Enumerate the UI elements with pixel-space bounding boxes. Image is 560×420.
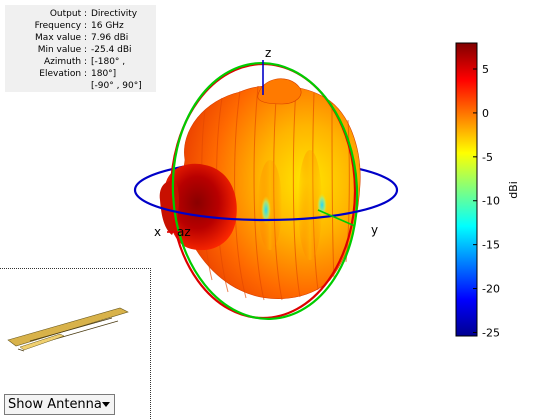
info-value: 7.96 dBi (91, 33, 129, 43)
colorbar-tick-label: -15 (482, 239, 500, 252)
colorbar-gradient (455, 42, 478, 337)
show-antenna-dropdown[interactable]: Show Antenna (4, 394, 115, 415)
info-value: 16 GHz (91, 21, 124, 31)
info-key: Min value : (37, 45, 87, 55)
colorbar-label: dBi (507, 181, 520, 199)
colorbar: 5 0 -5 -10 -15 -20 -25 dBi (455, 42, 520, 339)
colorbar-ticks: 5 0 -5 -10 -15 -20 -25 (473, 63, 500, 339)
coordinate-axes: z y x az (154, 46, 378, 239)
info-row-min: Min value : -25.4 dBi (5, 44, 156, 56)
colorbar-tick-label: -20 (482, 283, 500, 296)
colorbar-tick-label: 0 (482, 107, 489, 120)
y-axis-label: y (371, 223, 378, 237)
info-key: Max value : (35, 33, 87, 43)
info-key: Frequency : (34, 21, 87, 31)
info-value: -25.4 dBi (91, 45, 132, 55)
x-axis-label: x (154, 225, 161, 239)
info-row-frequency: Frequency : 16 GHz (5, 20, 156, 32)
info-key: Azimuth : (44, 57, 87, 67)
info-row-elevation-range: [-90° , 90°] (5, 80, 156, 92)
colorbar-tick-label: -25 (482, 326, 500, 339)
chevron-down-icon (102, 402, 110, 407)
colorbar-tick-label: -10 (482, 195, 500, 208)
z-axis-label: z (265, 46, 271, 60)
show-antenna-value: Show Antenna (8, 397, 102, 412)
colorbar-tick-label: -5 (482, 151, 493, 164)
ring-xy (133, 189, 399, 222)
info-value: Directivity (91, 9, 138, 19)
info-value: 180°] (91, 69, 117, 79)
info-key: Elevation : (39, 69, 87, 79)
info-row-max: Max value : 7.96 dBi (5, 32, 156, 44)
info-key: Output : (49, 9, 87, 19)
info-row-output: Output : Directivity (5, 8, 156, 20)
colorbar-tick-label: 5 (482, 63, 489, 76)
ring-yz (171, 61, 359, 321)
info-row-elevation: Elevation : 180°] (5, 68, 156, 80)
info-row-azimuth: Azimuth : [-180° , (5, 56, 156, 68)
antenna-thumbnail (7, 307, 129, 352)
info-panel: Output : Directivity Frequency : 16 GHz … (5, 5, 156, 92)
radiation-pattern-surface (159, 78, 361, 301)
info-value: [-180° , (91, 57, 126, 67)
az-label: az (177, 225, 191, 239)
info-value: [-90° , 90°] (91, 81, 142, 91)
antenna-view-panel (0, 268, 151, 419)
